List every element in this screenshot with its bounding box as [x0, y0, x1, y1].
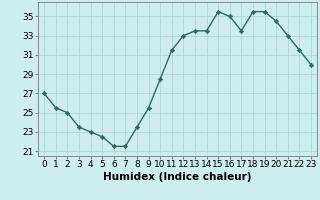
X-axis label: Humidex (Indice chaleur): Humidex (Indice chaleur): [103, 172, 252, 182]
